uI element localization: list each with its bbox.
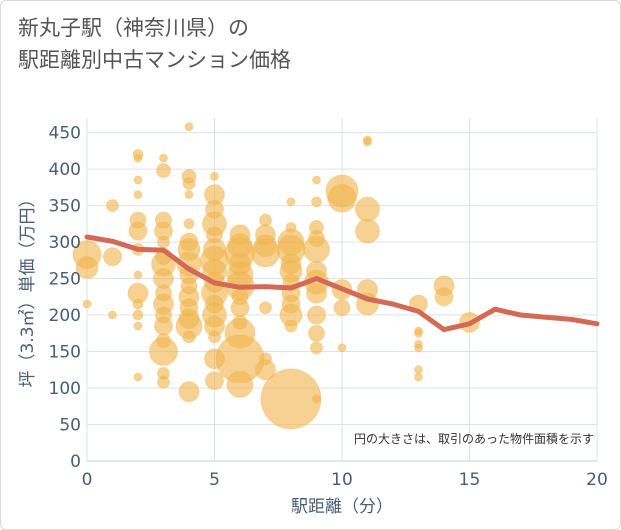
y-axis-label: 坪（3.3㎡）単価（万円） (18, 190, 38, 387)
bubble-point (286, 197, 296, 207)
bubble-point (157, 375, 170, 389)
bubble-point (208, 330, 221, 344)
bubble-point (414, 328, 423, 338)
x-tick-label: 0 (82, 470, 93, 490)
chart-title-line-1: 新丸子駅（神奈川県）の (18, 16, 249, 40)
y-tick-label: 200 (49, 306, 81, 326)
bubble-point (259, 301, 272, 315)
bubble-point (133, 270, 143, 280)
y-tick-label: 150 (49, 343, 81, 363)
bubble-point (312, 394, 321, 404)
bubble-point (205, 371, 224, 391)
bubble-point (434, 287, 454, 307)
bubble-point (327, 183, 357, 213)
bubble-point (159, 153, 168, 163)
bubble-point (414, 343, 423, 353)
average-price-line (84, 234, 600, 333)
y-tick-label: 50 (59, 416, 81, 436)
bubble-point (106, 199, 119, 213)
y-tick-label: 450 (49, 124, 81, 144)
chart-title-line-2: 駅距離別中古マンション価格 (18, 48, 291, 72)
bubble-point (308, 324, 325, 342)
bubble-point (132, 298, 144, 310)
bubble-point (303, 235, 330, 263)
bubble-point (255, 359, 276, 381)
bubble-point (363, 137, 372, 147)
bubble-point (230, 298, 250, 318)
bubble-point (210, 171, 219, 181)
bubble-point (133, 372, 143, 382)
bubble-point (260, 368, 322, 430)
tick-labels: 0 50 100 150 200 250 300 350 400 450 0 5 10 15 20 (49, 124, 608, 490)
bubble-point (306, 282, 327, 304)
bubble-point (132, 309, 144, 321)
chart-title: 新丸子駅（神奈川県）の 駅距離別中古マンション価格 (18, 12, 291, 76)
x-tick-label: 15 (459, 470, 481, 490)
bubble-point (337, 343, 347, 353)
bubble-point (310, 341, 323, 355)
bubble-point (182, 330, 196, 344)
bubble-point (183, 218, 195, 230)
y-tick-label: 250 (49, 270, 81, 290)
bubble-point (184, 122, 194, 132)
bubble-point (103, 247, 122, 267)
bubble-point (226, 370, 254, 398)
bubble-point (311, 196, 322, 208)
bubble-point (82, 299, 92, 309)
bubble-point (149, 337, 178, 367)
bubble-point (108, 310, 117, 320)
x-tick-label: 20 (586, 470, 608, 490)
bubble-point (178, 381, 200, 403)
y-tick-label: 0 (70, 452, 81, 472)
bubble-point (184, 190, 194, 200)
bubble-point (128, 221, 148, 241)
bubble-point (133, 175, 143, 185)
bubble-point (251, 238, 280, 268)
bubble-point (355, 196, 380, 222)
size-note: 円の大きさは、取引のあった物件面積を示す (354, 431, 594, 446)
bubble-point (284, 319, 298, 333)
bubble-point (157, 235, 170, 249)
y-tick-label: 400 (49, 160, 81, 180)
bubbles (72, 122, 480, 430)
bubble-point (333, 299, 351, 317)
x-tick-label: 10 (331, 470, 353, 490)
x-axis-label: 駅距離（分） (291, 497, 393, 517)
bubble-point (355, 218, 380, 244)
y-tick-label: 100 (49, 379, 81, 399)
bubble-point (154, 316, 173, 336)
bubble-point (75, 256, 99, 280)
bubble-point (307, 305, 326, 325)
bubble-point (414, 372, 423, 382)
x-tick-label: 5 (209, 470, 220, 490)
y-tick-label: 300 (49, 233, 81, 253)
y-tick-label: 350 (49, 197, 81, 217)
bubble-point (182, 177, 196, 191)
bubble-point (133, 190, 143, 200)
bubble-point (133, 321, 143, 331)
bubble-point (133, 153, 143, 163)
bubble-point (156, 163, 171, 179)
bubble-point (312, 175, 321, 185)
trend-line-layer (84, 234, 600, 333)
